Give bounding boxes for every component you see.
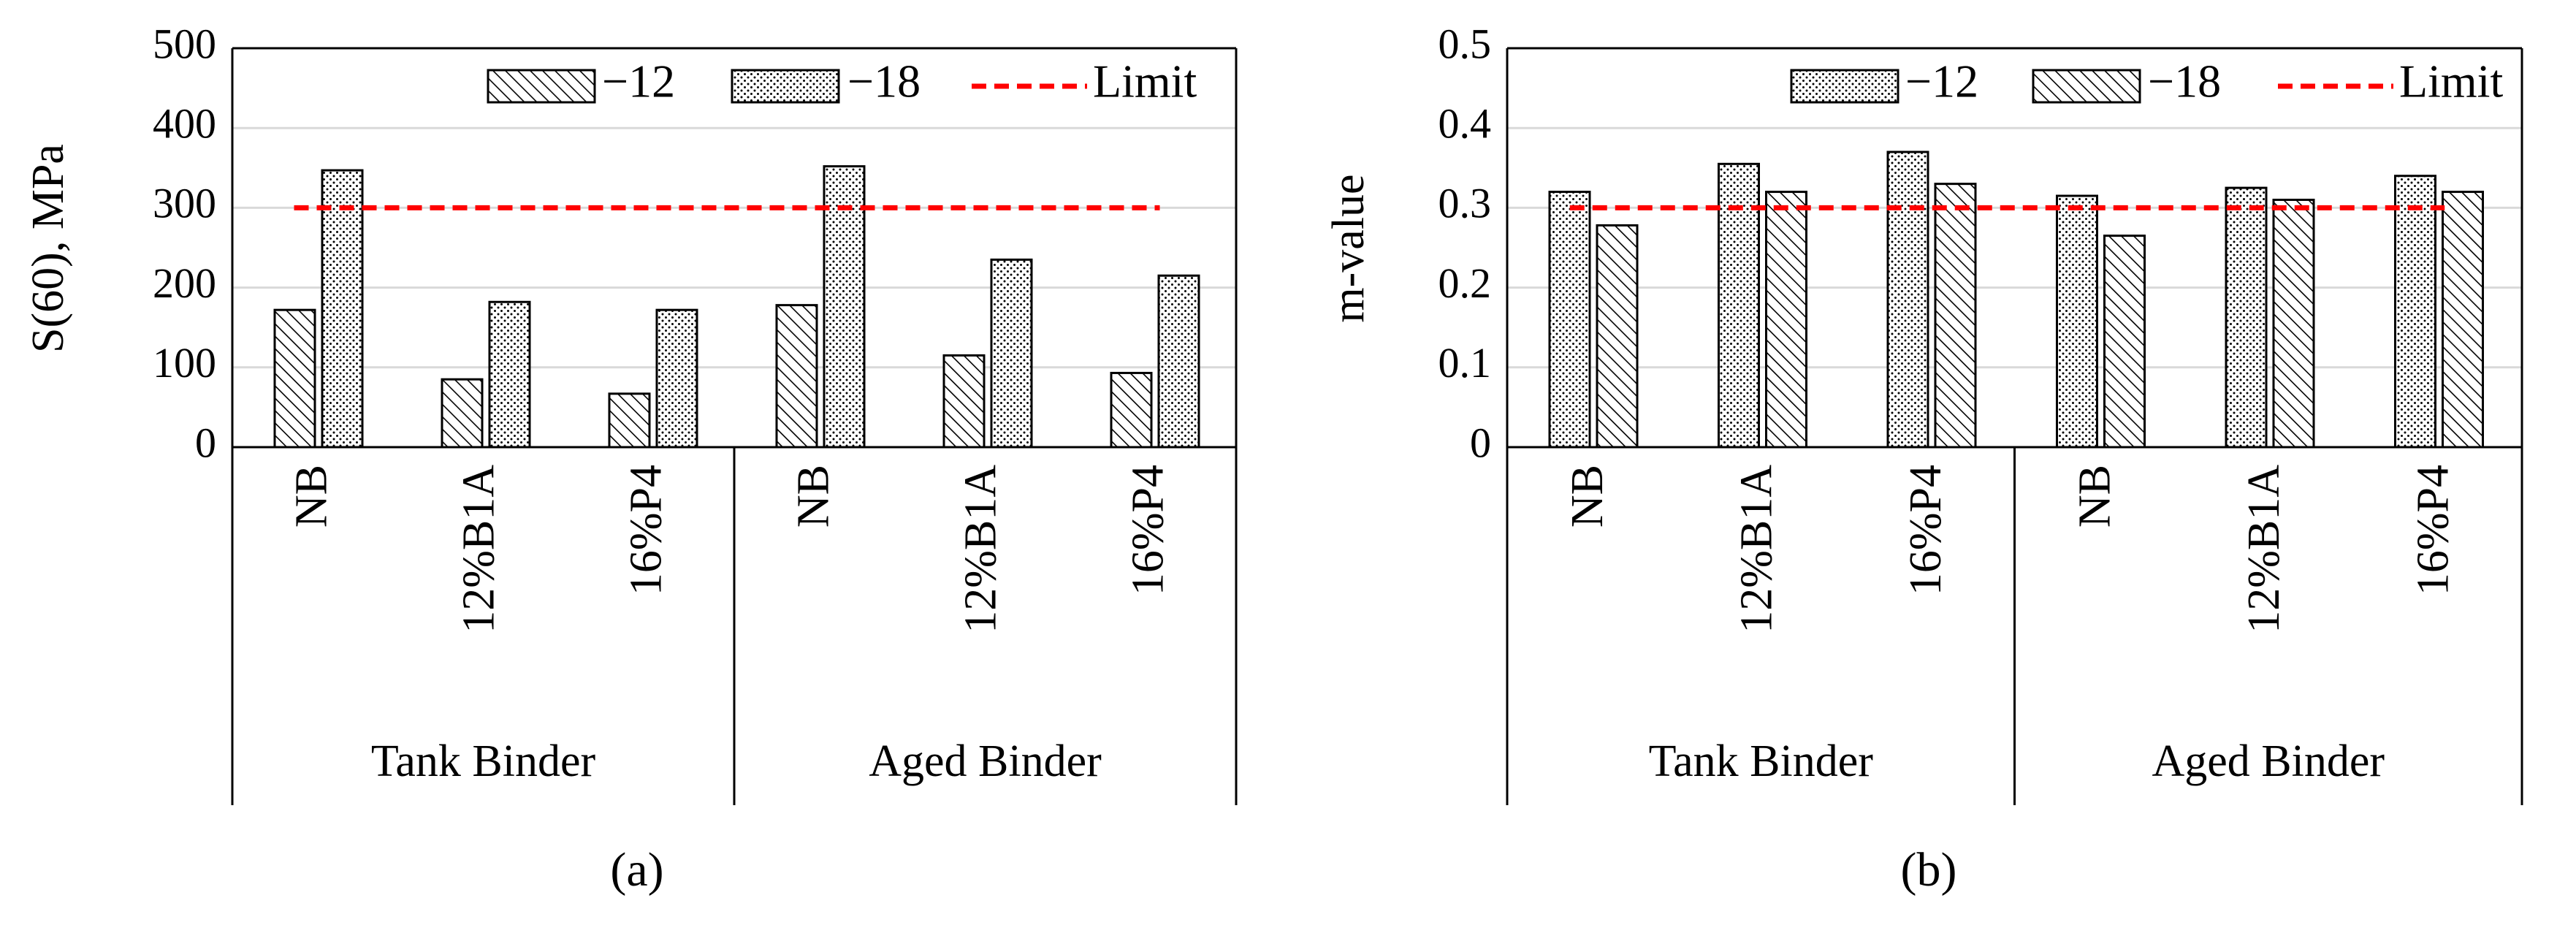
legend-label: −12 — [602, 56, 675, 107]
y-tick-label: 0.5 — [1438, 20, 1492, 67]
bar-minus18-3 — [823, 165, 866, 449]
bar-minus12-3 — [775, 304, 818, 449]
y-tick-label: 100 — [153, 339, 216, 387]
y-tick-label: 0.2 — [1438, 259, 1492, 307]
bar-minus18-1 — [1765, 191, 1807, 449]
bar-minus18-1 — [488, 300, 531, 449]
bar-minus12-3 — [2056, 194, 2098, 449]
legend-swatch — [2032, 69, 2141, 104]
y-tick-label: 300 — [153, 180, 216, 227]
bar-minus18-0 — [1596, 224, 1639, 449]
panel-a: S(60), MPa (a) 0 100 200 300 400 500 NB 12%B1A 1… — [23, 20, 1238, 897]
y-tick-label: 400 — [153, 100, 216, 148]
panel-b: m-value (b) 0 0.1 0.2 0.3 0.4 0.5 NB 12%B1A 16%P… — [1324, 20, 2523, 897]
legend: −12 −18 Limit — [487, 56, 1197, 107]
bar-minus18-2 — [655, 308, 698, 449]
bar-minus18-5 — [2442, 191, 2484, 449]
category-label: 12%B1A — [454, 465, 504, 633]
bar-minus12-0 — [273, 308, 316, 449]
panel-label: (b) — [1901, 843, 1957, 897]
category-label: NB — [789, 465, 839, 528]
category-label: 16%P4 — [2408, 465, 2458, 595]
y-tick-label: 500 — [153, 20, 216, 67]
category-label: 16%P4 — [1901, 465, 1951, 595]
legend-label: −18 — [847, 56, 921, 107]
bar-minus12-4 — [942, 354, 986, 449]
category-label: 12%B1A — [956, 465, 1006, 633]
bar-minus18-2 — [1934, 183, 1977, 449]
y-tick-label: 0 — [1470, 419, 1491, 466]
legend-label: −12 — [1905, 56, 1978, 107]
group-label: Tank Binder — [371, 736, 596, 786]
category-label: 16%P4 — [1124, 465, 1173, 595]
legend: −12 −18 Limit — [1790, 56, 2503, 107]
category-label: 12%B1A — [2239, 465, 2289, 633]
category-label: NB — [287, 465, 337, 528]
y-axis-label: m-value — [1324, 174, 1373, 322]
legend-label: Limit — [2399, 56, 2503, 107]
panel-label: (a) — [610, 843, 663, 897]
legend-label: −18 — [2148, 56, 2221, 107]
bar-minus12-4 — [2225, 186, 2268, 449]
bar-minus12-5 — [1110, 371, 1153, 449]
category-label: 12%B1A — [1731, 465, 1781, 633]
bar-minus12-1 — [1718, 162, 1760, 449]
category-label: NB — [2070, 465, 2119, 528]
legend-swatch — [1790, 69, 1899, 104]
y-tick-label: 0.4 — [1438, 100, 1492, 148]
bar-minus18-0 — [321, 169, 364, 449]
category-label: 16%P4 — [622, 465, 671, 595]
y-tick-label: 0 — [195, 419, 216, 466]
y-tick-label: 0.1 — [1438, 339, 1492, 387]
y-axis-label: S(60), MPa — [23, 144, 73, 353]
bar-minus18-5 — [1157, 274, 1200, 449]
legend-label: Limit — [1093, 56, 1197, 107]
bar-minus12-0 — [1548, 191, 1591, 449]
legend-swatch — [731, 69, 840, 104]
group-label: Aged Binder — [2152, 736, 2385, 786]
group-label: Aged Binder — [869, 736, 1102, 786]
y-tick-label: 200 — [153, 259, 216, 307]
category-label: NB — [1563, 465, 1612, 528]
bar-minus12-2 — [608, 392, 651, 449]
bar-minus12-1 — [441, 378, 484, 449]
bar-minus18-3 — [2103, 235, 2146, 449]
bar-minus12-2 — [1886, 151, 1929, 449]
y-tick-label: 0.3 — [1438, 180, 1492, 227]
bar-minus18-4 — [990, 258, 1033, 449]
bar-minus18-4 — [2272, 198, 2315, 449]
bar-minus12-5 — [2394, 175, 2436, 449]
legend-swatch — [487, 69, 596, 104]
group-label: Tank Binder — [1649, 736, 1874, 786]
